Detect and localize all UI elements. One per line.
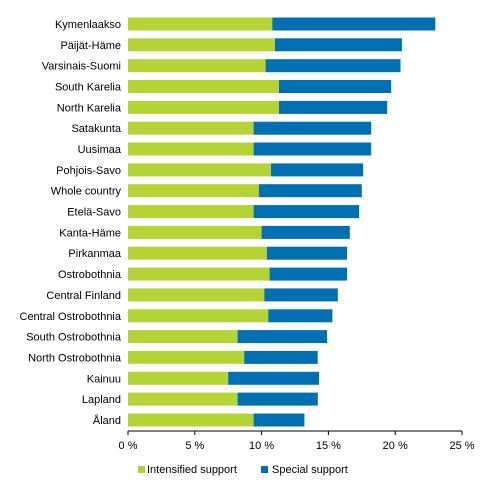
bar-segment-special bbox=[237, 330, 328, 344]
category-label: North Karelia bbox=[57, 102, 122, 114]
bar-segment-intensified bbox=[128, 392, 238, 406]
category-label: Kainuu bbox=[87, 373, 121, 385]
category-label: South Ostrobothnia bbox=[26, 332, 122, 344]
category-label: Ostrobothnia bbox=[58, 269, 122, 281]
bar-segment-special bbox=[275, 38, 402, 52]
bar-segment-special bbox=[269, 267, 348, 281]
bar-segment-intensified bbox=[128, 59, 266, 73]
category-labels: Kymenlaakso Päijät-Häme Varsinais-Suomi Sou… bbox=[20, 19, 122, 427]
category-label: Satakunta bbox=[71, 123, 121, 135]
bar-segment-special bbox=[237, 392, 318, 406]
x-tick-label: 10 % bbox=[249, 440, 274, 452]
bar-segment-special bbox=[261, 225, 350, 239]
bar-segment-special bbox=[228, 371, 319, 385]
bar-segment-intensified bbox=[128, 288, 265, 302]
bar-segment-intensified bbox=[128, 142, 254, 156]
legend-label-intensified: Intensified support bbox=[147, 464, 237, 476]
bar-segment-intensified bbox=[128, 100, 279, 114]
category-label: Kanta-Häme bbox=[59, 227, 121, 239]
bar-segment-intensified bbox=[128, 413, 254, 427]
bar-segment-intensified bbox=[128, 17, 273, 31]
category-label: Kymenlaakso bbox=[55, 19, 121, 31]
bar-segment-intensified bbox=[128, 350, 245, 364]
category-label: Pirkanmaa bbox=[68, 248, 121, 260]
bar-segment-special bbox=[244, 350, 318, 364]
category-label: Uusimaa bbox=[78, 144, 122, 156]
bar-segment-intensified bbox=[128, 38, 275, 52]
bar-segment-special bbox=[279, 100, 388, 114]
bar-segment-special bbox=[253, 121, 372, 135]
category-label: Central Finland bbox=[46, 290, 121, 302]
x-tick-label: 5 % bbox=[185, 440, 204, 452]
bar-segment-special bbox=[266, 246, 348, 260]
bar-segment-special bbox=[271, 163, 364, 177]
category-label: Whole country bbox=[51, 186, 122, 198]
category-label: Åland bbox=[93, 414, 121, 427]
x-tick-label: 20 % bbox=[383, 440, 408, 452]
category-label: Etelä-Savo bbox=[67, 207, 121, 219]
legend-swatch-special bbox=[261, 466, 268, 473]
bar-segment-intensified bbox=[128, 225, 262, 239]
category-label: Lapland bbox=[82, 394, 121, 406]
category-label: South Karelia bbox=[55, 82, 122, 94]
category-label: Pohjois-Savo bbox=[56, 165, 121, 177]
x-tick-label: 25 % bbox=[449, 440, 474, 452]
category-label: Päijät-Häme bbox=[60, 40, 121, 52]
x-tick-label: 15 % bbox=[316, 440, 341, 452]
bar-segment-intensified bbox=[128, 330, 238, 344]
bar-segment-intensified bbox=[128, 371, 229, 385]
bar-segment-special bbox=[253, 142, 372, 156]
bar-segment-intensified bbox=[128, 163, 271, 177]
bar-segment-special bbox=[268, 309, 333, 323]
bar-segment-intensified bbox=[128, 80, 279, 93]
bar-segment-special bbox=[253, 413, 305, 427]
bar-segment-intensified bbox=[128, 246, 267, 260]
bar-segment-special bbox=[272, 17, 436, 31]
legend-label-special: Special support bbox=[272, 464, 348, 476]
category-label: Central Ostrobothnia bbox=[20, 311, 122, 323]
bar-segment-special bbox=[279, 80, 392, 93]
x-tick-label: 0 % bbox=[119, 440, 138, 452]
bar-segment-special bbox=[264, 288, 338, 302]
bar-segment-special bbox=[258, 184, 362, 198]
bar-segment-intensified bbox=[128, 309, 269, 323]
category-label: North Ostrobothnia bbox=[28, 352, 122, 364]
bar-segment-intensified bbox=[128, 184, 259, 198]
bar-segment-intensified bbox=[128, 121, 254, 135]
bar-segment-intensified bbox=[128, 267, 270, 281]
category-label: Varsinais-Suomi bbox=[42, 61, 121, 73]
legend: Intensified support Special support bbox=[138, 464, 348, 476]
bars-layer bbox=[128, 17, 436, 427]
bar-segment-special bbox=[253, 205, 360, 219]
bar-segment-intensified bbox=[128, 205, 254, 219]
legend-swatch-intensified bbox=[138, 466, 145, 473]
x-axis-ticks: 0 % 5 % 10 % 15 % 20 % 25 % bbox=[119, 431, 475, 452]
bar-segment-special bbox=[265, 59, 401, 73]
